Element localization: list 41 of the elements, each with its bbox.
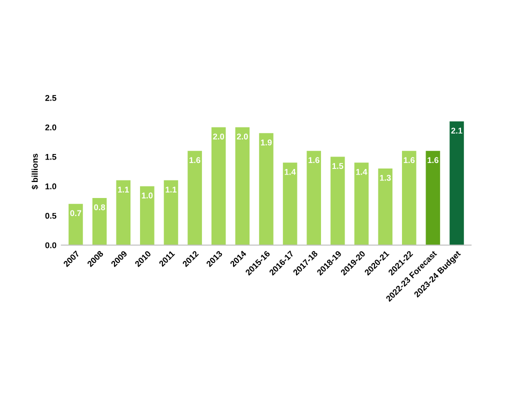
data-label: 0.8 xyxy=(94,204,106,210)
data-label: 0.7 xyxy=(70,210,82,216)
bar xyxy=(164,180,178,246)
data-label: 1.3 xyxy=(380,174,391,181)
bar xyxy=(378,168,392,246)
bar xyxy=(330,156,345,246)
data-label: 1.4 xyxy=(284,169,296,175)
y-tick-label: 0.0 xyxy=(45,242,56,248)
data-label: 1.6 xyxy=(190,157,200,164)
data-label: 1.1 xyxy=(118,186,129,192)
bar xyxy=(211,127,226,246)
bar xyxy=(306,150,322,246)
y-tick-label: 0.5 xyxy=(45,212,56,219)
data-label: 1.0 xyxy=(142,192,153,198)
bar xyxy=(140,186,154,246)
data-label: 1.6 xyxy=(404,157,415,164)
bar xyxy=(235,127,250,246)
bar xyxy=(450,121,464,246)
y-tick-label: 1.5 xyxy=(46,154,56,160)
y-tick-label: 1.0 xyxy=(46,183,56,190)
data-label: 2.1 xyxy=(451,128,462,134)
bar xyxy=(354,162,369,246)
data-label: 2.0 xyxy=(236,134,248,140)
data-label: 1.6 xyxy=(428,157,438,164)
bar xyxy=(92,198,107,246)
y-tick-label: 2.0 xyxy=(45,124,56,130)
bar xyxy=(259,133,274,246)
bar xyxy=(402,150,416,246)
y-tick-label: 2.5 xyxy=(45,95,56,101)
data-label: 1.5 xyxy=(332,163,344,169)
bar xyxy=(68,204,83,246)
bar xyxy=(426,150,440,246)
bar xyxy=(188,150,202,246)
bar xyxy=(282,162,298,246)
bar xyxy=(116,180,130,246)
data-label: 1.9 xyxy=(260,140,272,146)
data-label: 1.6 xyxy=(308,157,320,164)
y-axis-title: $ billions xyxy=(32,154,38,190)
data-label: 1.4 xyxy=(356,169,368,175)
data-label: 1.1 xyxy=(166,186,177,192)
data-label: 2.0 xyxy=(213,134,224,140)
